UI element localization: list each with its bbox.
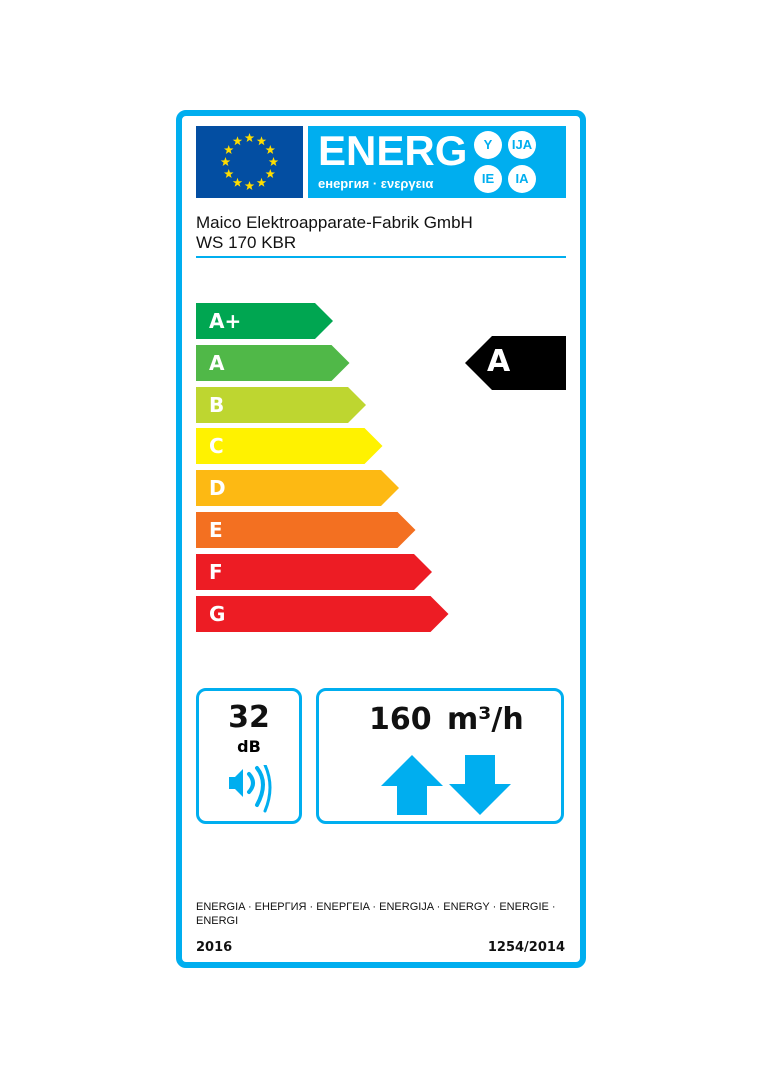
year: 2016 bbox=[196, 940, 233, 955]
energy-subtitle: енергия · ενεργεια bbox=[318, 176, 434, 191]
energy-class-label: B bbox=[209, 392, 225, 417]
suffix-ia: IA bbox=[508, 165, 536, 193]
noise-value: 32 bbox=[228, 700, 270, 735]
energy-class-bar: G bbox=[196, 595, 449, 632]
energy-class-bar: A+ bbox=[196, 303, 333, 339]
energy-class-label: D bbox=[209, 476, 226, 501]
energy-class-label: C bbox=[209, 434, 224, 459]
energy-class-label: A bbox=[209, 350, 225, 375]
languages-line: ENERGIA · ЕНЕРГИЯ · ΕΝΕΡΓΕΙΑ · ENERGIJA … bbox=[196, 901, 556, 927]
star-icon bbox=[224, 145, 234, 154]
energy-class-bar: C bbox=[196, 428, 383, 465]
noise-box: 32 dB bbox=[196, 688, 302, 824]
arrow-down-icon bbox=[449, 755, 511, 815]
star-icon bbox=[265, 169, 275, 178]
airflow-unit: m³/h bbox=[447, 702, 524, 737]
star-icon bbox=[265, 145, 275, 154]
energy-class-label: A+ bbox=[209, 309, 242, 333]
energy-class-bar: D bbox=[196, 470, 399, 507]
energy-banner: ENERG енергия · ενεργεια Y IJA IE IA bbox=[308, 126, 566, 198]
star-icon bbox=[244, 181, 255, 190]
energy-class-label: F bbox=[209, 559, 223, 584]
star-icon bbox=[256, 136, 267, 146]
energy-word: ENERG bbox=[318, 127, 468, 174]
suffix-ie: IE bbox=[474, 165, 502, 193]
airflow-value: 160 bbox=[369, 702, 432, 737]
speaker-icon bbox=[229, 765, 272, 813]
noise-unit: dB bbox=[237, 737, 261, 756]
label-frame bbox=[176, 110, 586, 968]
star-icon bbox=[220, 157, 231, 166]
energy-class-bar: B bbox=[196, 386, 366, 423]
model-name: WS 170 KBR bbox=[196, 233, 297, 252]
star-icon bbox=[224, 169, 234, 178]
rating-arrow: A bbox=[465, 336, 566, 390]
rating-class: A bbox=[487, 344, 511, 379]
energy-class-label: G bbox=[209, 601, 226, 626]
eu-flag-logo bbox=[196, 126, 303, 198]
suffix-ija: IJA bbox=[508, 131, 536, 159]
star-icon bbox=[232, 177, 243, 187]
supplier-name: Maico Elektroapparate-Fabrik GmbH bbox=[196, 213, 473, 232]
energy-class-bar: F bbox=[196, 553, 432, 590]
divider bbox=[196, 256, 566, 258]
energy-class-bar: E bbox=[196, 512, 416, 548]
star-icon bbox=[268, 157, 279, 166]
energy-class-label: E bbox=[209, 518, 223, 542]
regulation: 1254/2014 bbox=[487, 940, 565, 955]
airflow-box: 160 m³/h bbox=[316, 688, 564, 824]
star-icon bbox=[232, 136, 243, 146]
energy-class-bar: A bbox=[196, 344, 350, 381]
star-icon bbox=[244, 133, 255, 142]
suffix-y: Y bbox=[474, 131, 502, 159]
arrow-up-icon bbox=[381, 755, 443, 815]
star-icon bbox=[256, 177, 267, 187]
